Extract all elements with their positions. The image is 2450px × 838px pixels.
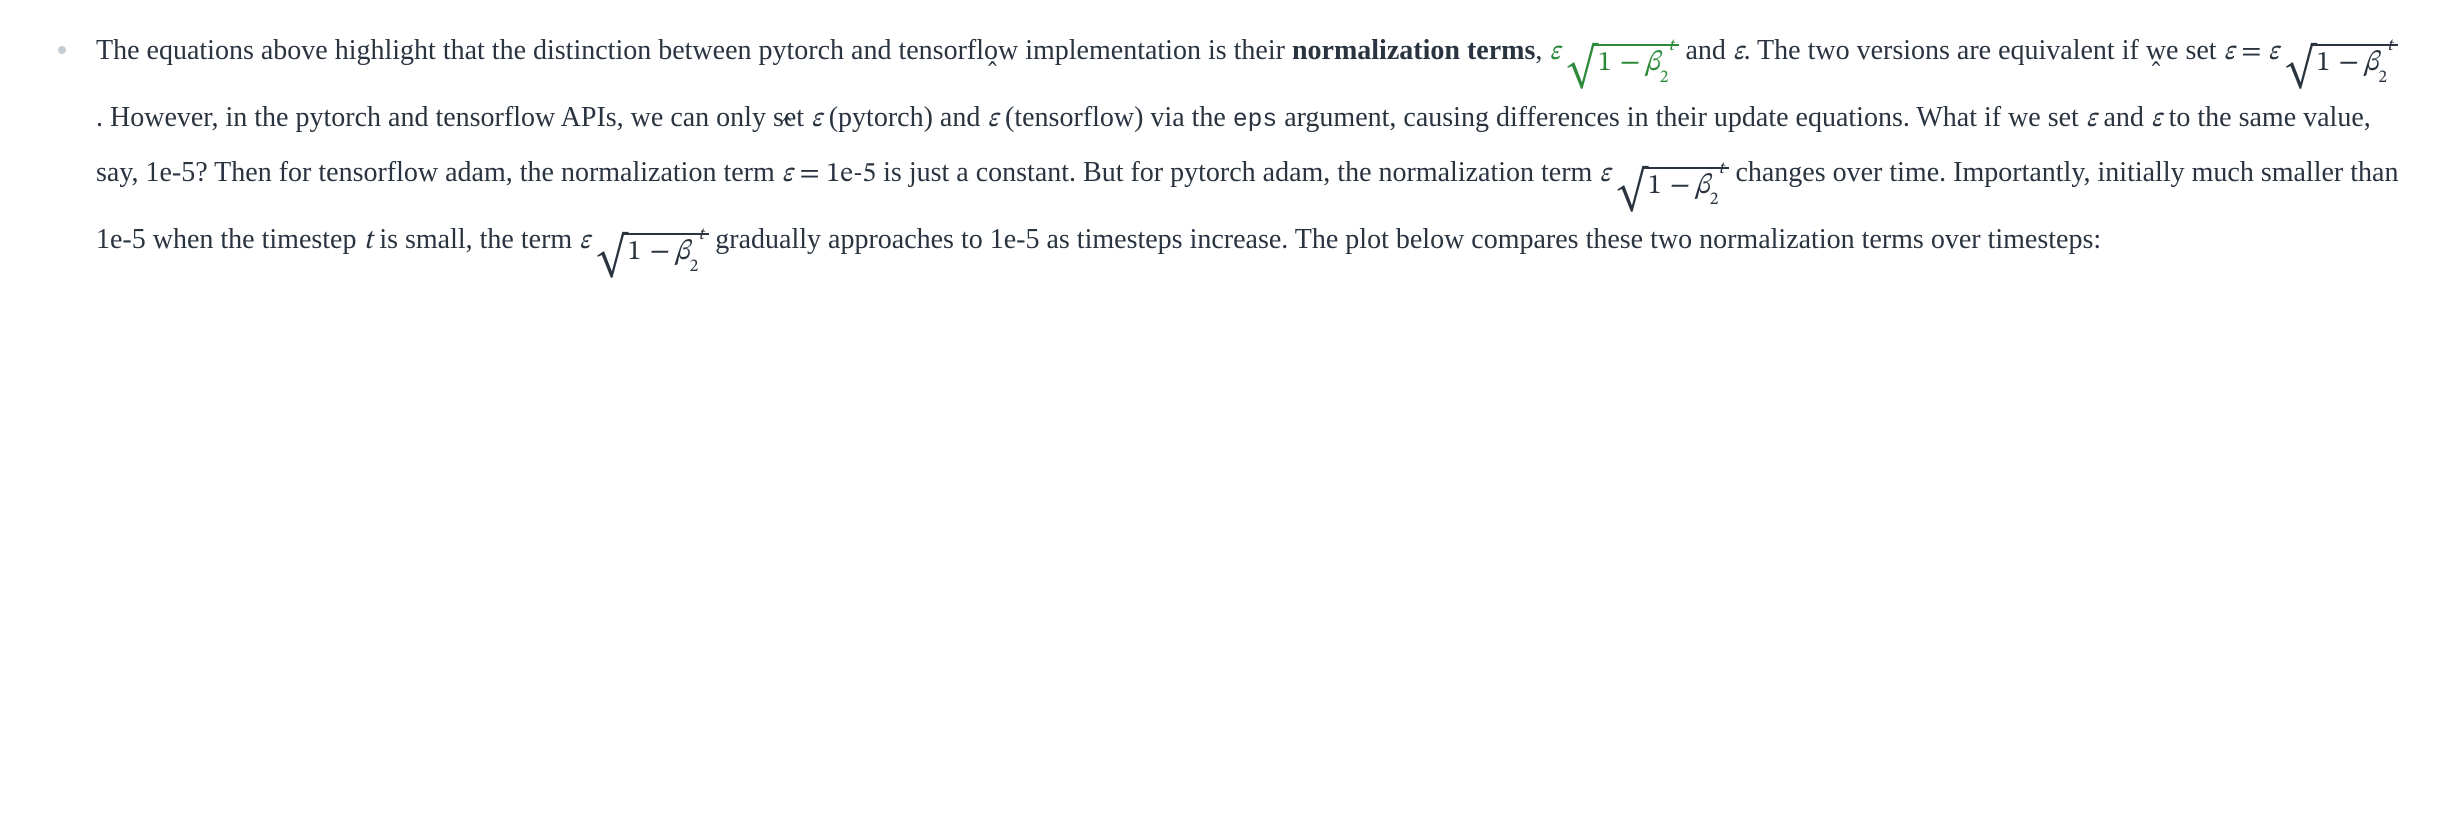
- math-eps-sqrt-green: ε √1 − β2t: [1549, 38, 1685, 66]
- epsilon: ε: [1549, 38, 1560, 66]
- text-run: argument, causing differences in their u…: [1277, 102, 2086, 133]
- text-run: . However, in the pytorch and tensorflow…: [96, 102, 811, 133]
- math-eps-sqrt: ε √1 − β2t: [1599, 160, 1735, 188]
- epsilon: ε: [2268, 38, 2279, 66]
- math-eps-sqrt: ε √1 − β2t: [579, 227, 715, 255]
- math-t: t: [363, 227, 372, 255]
- sqrt: √1 − β2t: [596, 225, 708, 280]
- text-run: (tensorflow) via the: [1005, 102, 1233, 133]
- sqrt: √1 − β2t: [1617, 159, 1729, 214]
- text-run: and: [1685, 35, 1732, 66]
- equals: =: [799, 160, 826, 188]
- math-value: 1e-5: [826, 160, 876, 188]
- epsilon: ε: [1599, 160, 1610, 188]
- text-run: (pytorch) and: [829, 102, 988, 133]
- code-eps: eps: [1233, 106, 1277, 134]
- sqrt: √1 − β2t: [2285, 36, 2397, 91]
- math-eps-hat: ε: [782, 160, 793, 188]
- math-eps: ε: [811, 105, 822, 133]
- sqrt-body: 1 − β2t: [1644, 167, 1729, 205]
- text-run: is small, the term: [379, 224, 579, 255]
- list-item: The equations above highlight that the d…: [40, 24, 2410, 280]
- math-eps: ε: [2086, 105, 2097, 133]
- sqrt-body: 1 − β2t: [2312, 44, 2397, 82]
- math-eps-hat: ε: [2224, 38, 2235, 66]
- math-eps-hat: ε: [1733, 38, 1744, 66]
- sqrt: √1 − β2t: [1567, 36, 1679, 91]
- sqrt-body: 1 − β2t: [1594, 44, 1679, 82]
- strong-text: normalization terms: [1292, 35, 1535, 66]
- text-run: is just a constant. But for pytorch adam…: [883, 157, 1599, 188]
- text-run: gradually approaches to 1e-5 as timestep…: [715, 224, 2101, 255]
- epsilon: ε: [579, 227, 590, 255]
- document-list: The equations above highlight that the d…: [40, 24, 2410, 280]
- math-eps-sqrt: ε √1 − β2t: [2268, 38, 2398, 66]
- math-eps-hat: ε: [987, 105, 998, 133]
- text-run: ,: [1535, 35, 1549, 66]
- math-eps-hat: ε: [2151, 105, 2162, 133]
- equals: =: [2241, 38, 2268, 66]
- sqrt-body: 1 − β2t: [624, 233, 709, 271]
- text-run: The equations above highlight that the d…: [96, 35, 1292, 66]
- text-run: and: [2104, 102, 2151, 133]
- paragraph: The equations above highlight that the d…: [96, 24, 2410, 280]
